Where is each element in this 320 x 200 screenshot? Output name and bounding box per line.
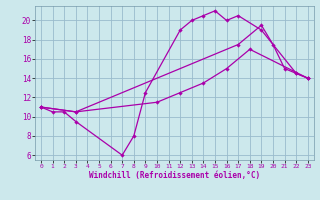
X-axis label: Windchill (Refroidissement éolien,°C): Windchill (Refroidissement éolien,°C) bbox=[89, 171, 260, 180]
